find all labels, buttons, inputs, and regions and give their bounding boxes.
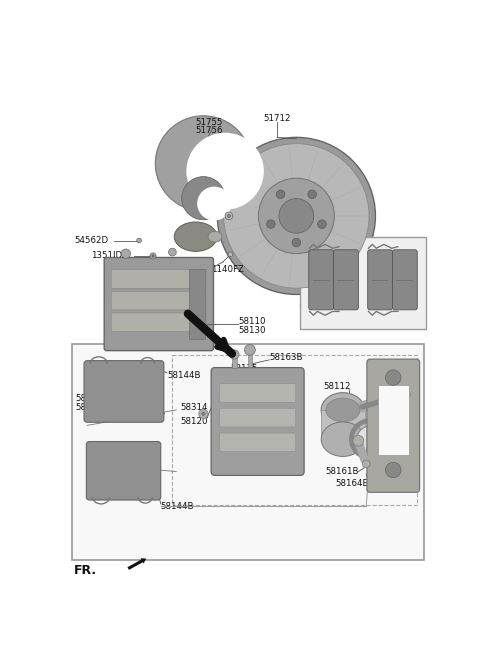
Text: 58314: 58314 [180, 403, 208, 412]
Circle shape [228, 252, 233, 257]
Text: 58164E: 58164E [335, 478, 368, 487]
Circle shape [168, 248, 176, 256]
FancyBboxPatch shape [86, 442, 161, 500]
Text: 51712: 51712 [263, 114, 291, 124]
FancyBboxPatch shape [368, 250, 393, 310]
Circle shape [258, 178, 334, 254]
Text: 58110: 58110 [238, 317, 266, 326]
Circle shape [353, 436, 364, 446]
FancyArrow shape [128, 558, 146, 570]
Text: 54562D: 54562D [74, 236, 108, 245]
Bar [190, 269, 205, 339]
FancyBboxPatch shape [393, 250, 417, 310]
Bar [378, 385, 409, 455]
Circle shape [121, 249, 131, 258]
Circle shape [276, 190, 285, 198]
Text: 51755: 51755 [196, 118, 223, 127]
Circle shape [217, 137, 375, 294]
Circle shape [266, 220, 275, 229]
FancyBboxPatch shape [111, 313, 206, 331]
Text: 1140FZ: 1140FZ [211, 265, 244, 275]
Text: 58112: 58112 [324, 382, 351, 392]
Bar [172, 355, 417, 505]
Circle shape [385, 463, 401, 478]
Circle shape [228, 214, 230, 217]
FancyBboxPatch shape [220, 409, 296, 427]
Ellipse shape [208, 231, 222, 242]
Circle shape [181, 177, 225, 219]
Text: 58181: 58181 [75, 403, 103, 412]
Circle shape [318, 220, 326, 229]
Text: 58130: 58130 [238, 326, 266, 335]
Text: 58163B: 58163B [269, 353, 303, 362]
Text: 58101B: 58101B [322, 229, 356, 237]
Text: 58180: 58180 [75, 394, 103, 403]
Circle shape [244, 344, 255, 355]
FancyBboxPatch shape [220, 384, 296, 402]
Circle shape [186, 133, 264, 210]
Text: 58144B: 58144B [167, 371, 201, 380]
Circle shape [152, 255, 154, 257]
Ellipse shape [174, 222, 217, 252]
Circle shape [150, 253, 156, 259]
FancyBboxPatch shape [111, 291, 206, 310]
Ellipse shape [326, 398, 360, 422]
Bar [232, 355, 237, 369]
Circle shape [202, 412, 205, 415]
Ellipse shape [321, 393, 365, 427]
FancyBboxPatch shape [334, 250, 359, 310]
FancyBboxPatch shape [220, 433, 296, 451]
Bar [72, 344, 424, 560]
Bar [300, 237, 426, 329]
Text: 51756: 51756 [196, 126, 223, 135]
FancyBboxPatch shape [111, 270, 206, 288]
Text: 1351JD: 1351JD [91, 252, 122, 260]
Circle shape [357, 426, 383, 452]
Ellipse shape [321, 422, 365, 457]
Bar [248, 350, 252, 367]
FancyBboxPatch shape [309, 250, 334, 310]
Text: 58114A: 58114A [355, 428, 388, 438]
Text: 58125: 58125 [230, 364, 258, 373]
Circle shape [224, 144, 369, 288]
Circle shape [137, 238, 142, 243]
FancyBboxPatch shape [104, 258, 214, 351]
Bar [321, 410, 365, 439]
Text: 58144B: 58144B [161, 502, 194, 510]
Circle shape [156, 116, 252, 212]
Circle shape [197, 187, 231, 221]
FancyBboxPatch shape [367, 359, 420, 492]
Circle shape [199, 409, 208, 419]
Text: 58113: 58113 [327, 417, 355, 426]
Circle shape [279, 198, 314, 233]
Text: FR.: FR. [74, 564, 97, 577]
Circle shape [308, 190, 316, 198]
Circle shape [385, 370, 401, 385]
Circle shape [225, 212, 233, 219]
FancyBboxPatch shape [84, 361, 164, 422]
Text: 58161B: 58161B [325, 467, 359, 476]
Text: 58162B: 58162B [382, 374, 415, 384]
Circle shape [362, 460, 370, 468]
FancyBboxPatch shape [211, 367, 304, 476]
Text: 58120: 58120 [180, 417, 208, 426]
Text: 1220FS: 1220FS [300, 304, 333, 313]
Circle shape [292, 238, 301, 247]
Circle shape [399, 389, 410, 400]
Text: 58164E: 58164E [382, 384, 415, 394]
Circle shape [230, 350, 239, 359]
Circle shape [316, 272, 323, 278]
